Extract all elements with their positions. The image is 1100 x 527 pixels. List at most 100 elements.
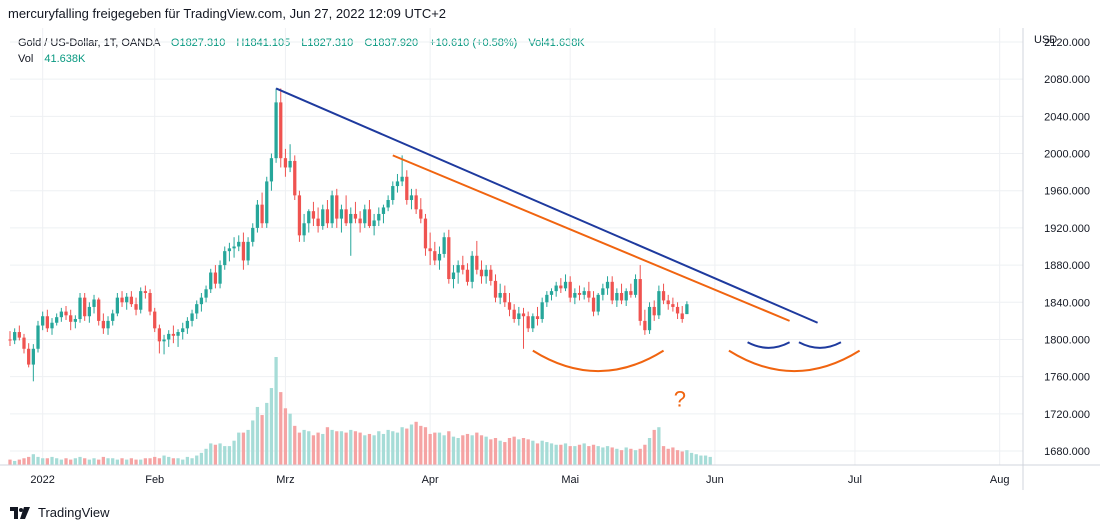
candle-body bbox=[479, 269, 484, 277]
candle-body bbox=[307, 211, 311, 224]
candle-body bbox=[610, 281, 614, 301]
volume-bar bbox=[335, 431, 339, 465]
volume-bar bbox=[157, 458, 162, 465]
volume-bar bbox=[363, 435, 367, 465]
volume-bar bbox=[419, 425, 423, 465]
volume-bar bbox=[400, 427, 404, 465]
volume-bar bbox=[274, 357, 278, 465]
volume-bar bbox=[349, 429, 353, 465]
footer-brand[interactable]: TradingView bbox=[10, 505, 110, 520]
y-tick-label: 1920.000 bbox=[1044, 223, 1090, 235]
volume-bar bbox=[185, 456, 190, 465]
volume-bar bbox=[209, 443, 213, 465]
candle-body bbox=[545, 294, 549, 303]
volume-bar bbox=[339, 431, 344, 465]
candle-body bbox=[414, 195, 418, 210]
arc-drawing bbox=[747, 341, 791, 349]
volume-bar bbox=[279, 392, 283, 465]
candle-body bbox=[577, 292, 582, 295]
x-tick-label: Jun bbox=[706, 474, 724, 486]
volume-bar bbox=[526, 439, 530, 465]
volume-bar bbox=[545, 442, 549, 465]
candle-body bbox=[45, 316, 49, 329]
legend-high: H1841.105 bbox=[236, 37, 291, 49]
candle-body bbox=[227, 248, 232, 252]
volume-bar bbox=[101, 456, 105, 465]
volume-bar bbox=[87, 459, 91, 465]
y-tick-label: 1800.000 bbox=[1044, 334, 1090, 346]
x-tick-label: Apr bbox=[422, 474, 439, 486]
candle-body bbox=[157, 328, 162, 342]
x-tick-label: Mrz bbox=[276, 474, 294, 486]
volume-bar bbox=[619, 450, 624, 465]
candle-body bbox=[447, 237, 451, 280]
volume-bar bbox=[41, 458, 45, 465]
candle-body bbox=[423, 218, 428, 249]
volume-bar bbox=[484, 436, 488, 465]
candle-body bbox=[615, 292, 619, 301]
volume-bar bbox=[260, 415, 264, 465]
volume-bar bbox=[671, 447, 675, 465]
candle-body bbox=[517, 313, 521, 320]
y-tick-label: 2000.000 bbox=[1044, 149, 1090, 161]
candle-body bbox=[400, 176, 404, 182]
candle-body bbox=[339, 209, 344, 219]
candle-body bbox=[55, 317, 59, 323]
volume-bar bbox=[689, 452, 694, 465]
volume-bar bbox=[549, 443, 554, 465]
volume-bar bbox=[479, 435, 484, 465]
x-tick-label: Mai bbox=[561, 474, 579, 486]
volume-bar bbox=[148, 458, 152, 465]
candle-body bbox=[59, 311, 63, 318]
candle-body bbox=[69, 315, 73, 322]
legend-volume-value: 41.638K bbox=[44, 53, 86, 65]
candle-body bbox=[111, 313, 115, 321]
volume-bar bbox=[213, 444, 218, 465]
candle-body bbox=[624, 291, 628, 301]
candle-body bbox=[269, 158, 274, 182]
volume-bar bbox=[372, 435, 376, 465]
volume-bar bbox=[153, 456, 157, 465]
candle-body bbox=[106, 320, 110, 329]
volume-bar bbox=[302, 429, 306, 465]
volume-bar bbox=[456, 438, 460, 465]
volume-bar bbox=[405, 428, 409, 465]
volume-bar bbox=[685, 450, 689, 465]
legend-volume-label[interactable]: Vol bbox=[18, 53, 34, 65]
candle-body bbox=[470, 255, 474, 282]
volume-bar bbox=[358, 432, 362, 465]
volume-bar bbox=[330, 429, 334, 465]
volume-bar bbox=[395, 432, 400, 465]
candle-body bbox=[391, 186, 395, 201]
candle-body bbox=[251, 227, 255, 242]
volume-bar bbox=[78, 456, 82, 465]
volume-bar bbox=[391, 431, 395, 465]
candle-body bbox=[493, 280, 498, 298]
axes: 2120.000 2080.000 2040.000 2000.000 1960.000… bbox=[0, 28, 1100, 490]
candle-body bbox=[568, 281, 572, 298]
volume-bar bbox=[577, 444, 582, 465]
volume-bar bbox=[45, 458, 49, 465]
volume-bar bbox=[55, 458, 59, 465]
volume-bar bbox=[83, 458, 87, 465]
legend-symbol[interactable]: Gold / US-Dollar, 1T, OANDA bbox=[18, 37, 160, 49]
volume-bar bbox=[181, 459, 185, 465]
volume-bar bbox=[647, 438, 652, 465]
legend-open: O1827.310 bbox=[170, 37, 226, 49]
candle-body bbox=[498, 292, 502, 298]
trendline bbox=[275, 87, 818, 324]
legend-change: +10.610 (+0.58%) bbox=[429, 37, 518, 49]
candle-body bbox=[475, 255, 479, 270]
candle-body bbox=[330, 195, 334, 224]
candle-body bbox=[643, 320, 647, 331]
candle-body bbox=[129, 296, 134, 305]
y-tick-label: 2080.000 bbox=[1044, 74, 1090, 86]
volume-bar bbox=[8, 459, 12, 465]
candle-body bbox=[171, 333, 176, 336]
volume-bar bbox=[624, 447, 628, 465]
candle-body bbox=[591, 297, 596, 312]
volume-bar bbox=[652, 429, 656, 465]
x-tick-label: Feb bbox=[145, 474, 164, 486]
y-tick-label: 1840.000 bbox=[1044, 297, 1090, 309]
